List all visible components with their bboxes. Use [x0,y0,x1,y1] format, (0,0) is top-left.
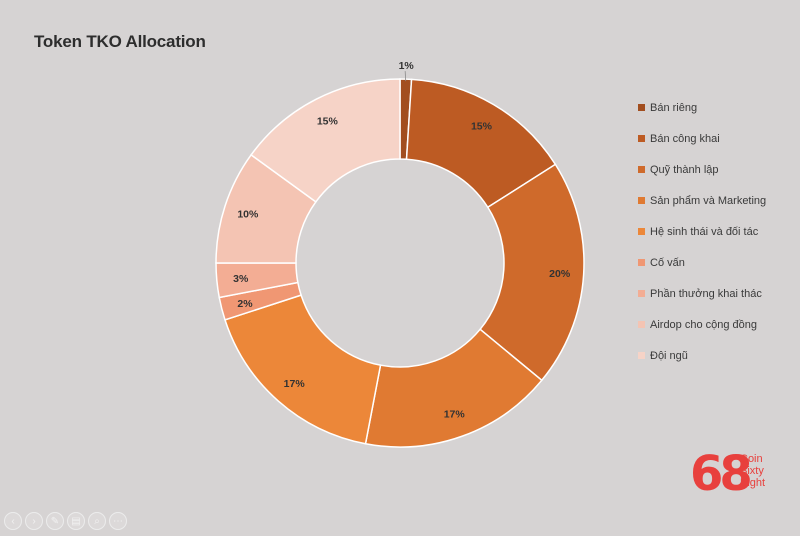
legend-label-6: Phần thưởng khai thác [650,287,762,300]
leader-line-0 [404,71,407,82]
legend-item-3: Sản phẩm và Marketing [638,185,766,216]
legend-label-7: Airdop cho cộng đồng [650,318,758,331]
slice-4 [224,294,382,445]
slice-2 [479,163,585,382]
data-label-2: 20% [549,268,571,280]
zoom-icon[interactable]: ⌕ [88,512,106,530]
legend-item-7: Airdop cho cộng đồng [638,309,766,340]
brand-word-coin: Coin [740,453,763,465]
legend-swatch-7 [638,321,645,328]
brand-word-sixty: Sixty [740,465,764,477]
legend-label-8: Đội ngũ [650,349,688,362]
legend-swatch-5 [638,259,645,266]
chart-title: Token TKO Allocation [34,32,206,51]
legend-swatch-3 [638,197,645,204]
legend-label-2: Quỹ thành lập [650,163,719,176]
data-label-4: 17% [284,378,306,390]
legend-item-5: Cố vấn [638,247,766,278]
more-icon[interactable]: ⋯ [109,512,127,530]
presentation-toolbar: ‹ › ✎ ▤ ⌕ ⋯ [4,512,127,530]
data-label-6: 3% [233,273,249,285]
legend-swatch-1 [638,135,645,142]
data-label-8: 15% [317,115,339,127]
legend-item-4: Hệ sinh thái và đối tác [638,216,766,247]
legend-item-2: Quỹ thành lập [638,154,766,185]
legend-item-0: Bán riêng [638,92,766,123]
legend-label-0: Bán riêng [650,101,698,114]
brand-logo: 68 Coin Sixty Eight [690,446,790,510]
legend-label-1: Bán công khai [650,132,720,145]
legend-label-3: Sản phẩm và Marketing [650,194,767,207]
legend-label-5: Cố vấn [650,256,685,269]
legend-label-4: Hệ sinh thái và đối tác [650,225,759,238]
legend-item-6: Phần thưởng khai thác [638,278,766,309]
slides-icon[interactable]: ▤ [67,512,85,530]
data-label-3: 17% [444,409,466,421]
brand-words: Coin Sixty Eight [740,453,765,489]
data-label-0: 1% [399,60,415,72]
brand-word-eight: Eight [740,477,766,489]
data-label-1: 15% [471,120,493,132]
brand-digits: 68 [690,446,753,502]
legend-swatch-8 [638,352,645,359]
legend-swatch-4 [638,228,645,235]
legend-item-1: Bán công khai [638,123,766,154]
legend-item-8: Đội ngũ [638,340,766,371]
data-label-5: 2% [237,298,253,310]
legend-swatch-6 [638,290,645,297]
legend-swatch-0 [638,104,645,111]
legend: Bán riêng Bán công khai Quỹ thành lập Sản p… [638,92,766,371]
back-icon[interactable]: ‹ [4,512,22,530]
legend-swatch-2 [638,166,645,173]
forward-icon[interactable]: › [25,512,43,530]
pen-icon[interactable]: ✎ [46,512,64,530]
data-label-7: 10% [237,209,259,221]
slice-8 [250,78,401,203]
